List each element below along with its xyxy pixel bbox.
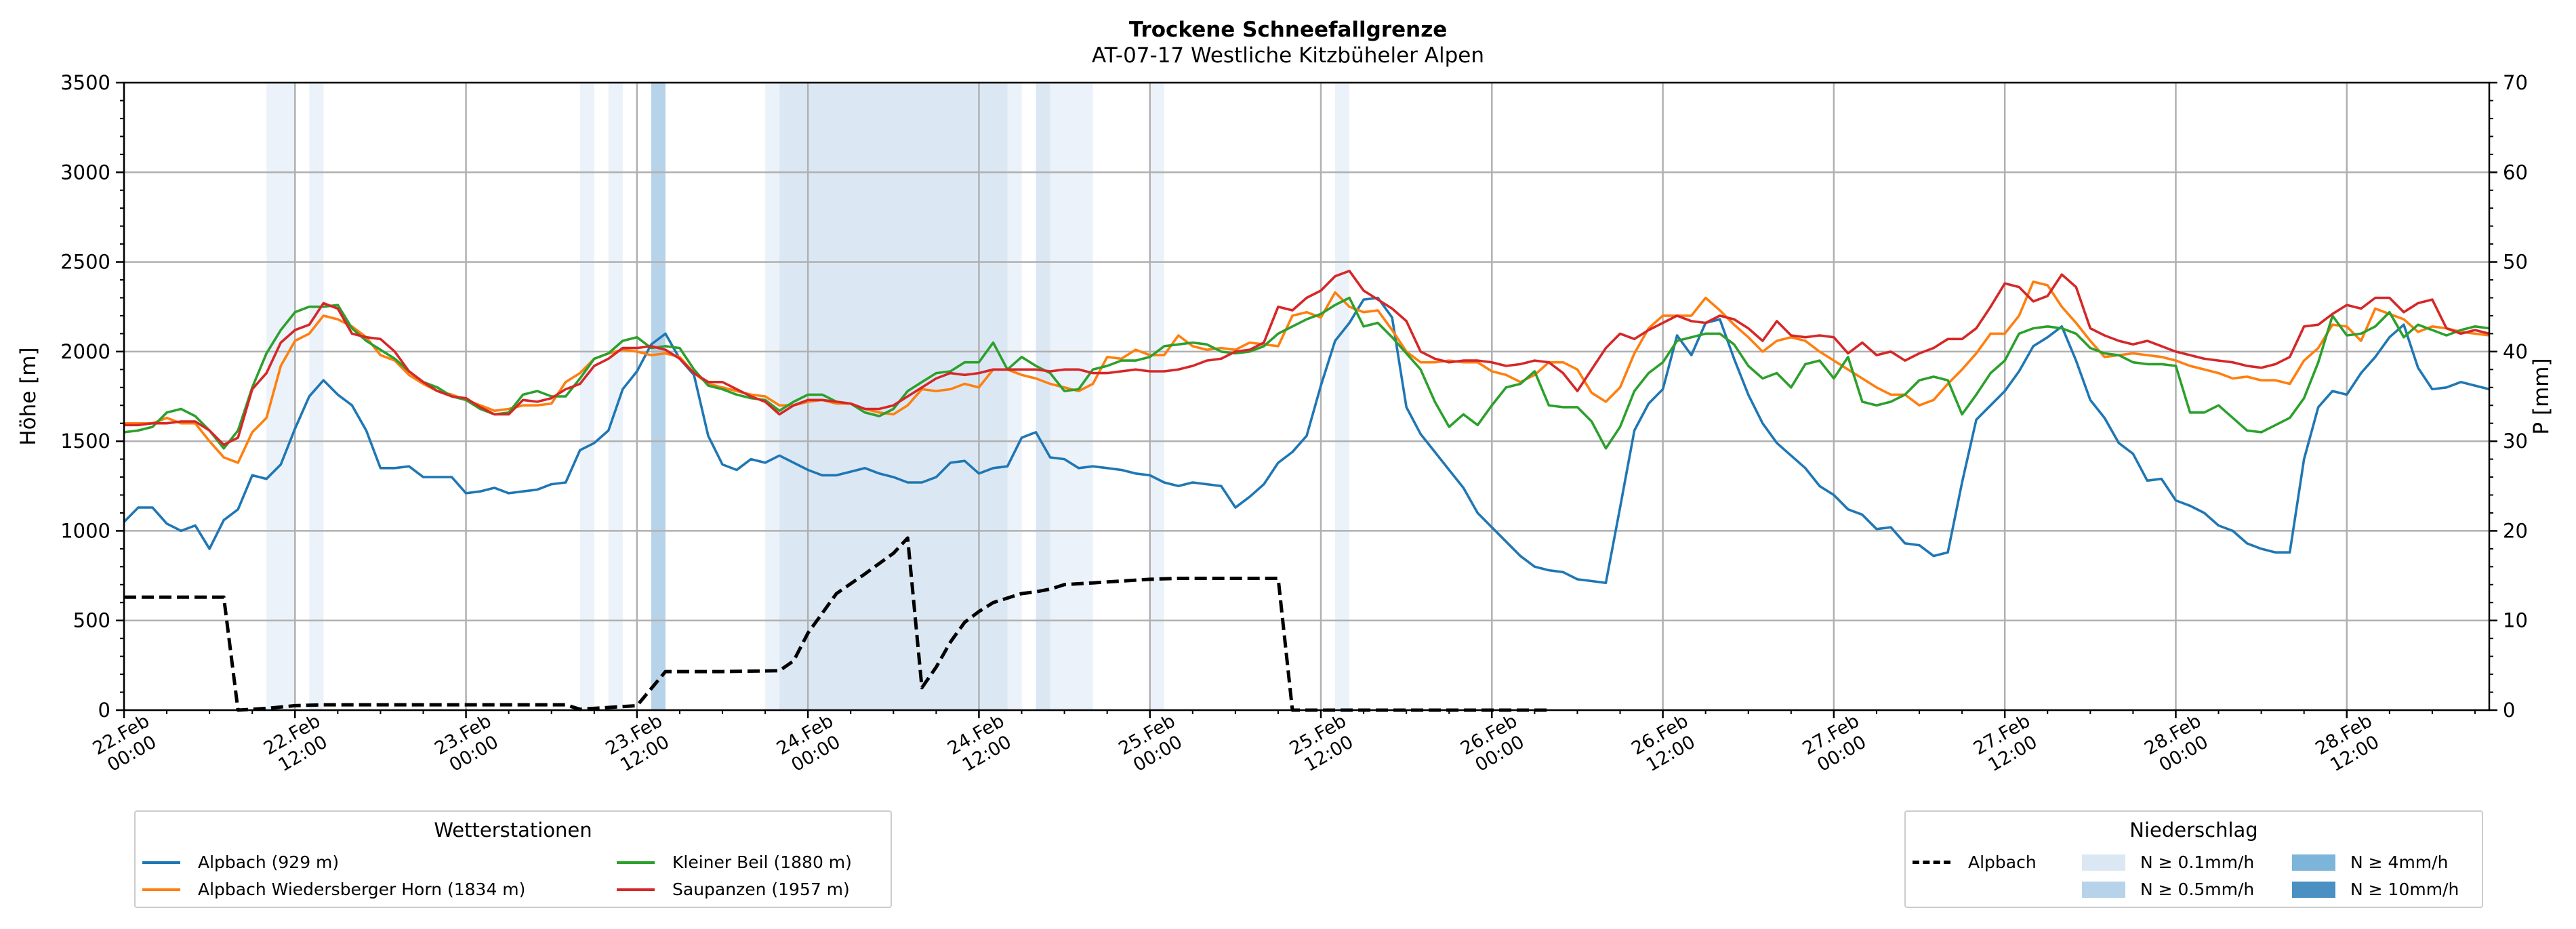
y-tick-label: 0 (98, 699, 110, 722)
legend-item-wiedersberger-horn: Alpbach Wiedersberger Horn (1834 m) (142, 880, 525, 899)
y2-axis-label: P [mm] (2529, 358, 2554, 434)
y2-tick-label: 0 (2503, 699, 2515, 722)
precip-band (1007, 83, 1022, 710)
y-axis-label: Höhe [m] (16, 347, 41, 445)
stations-legend-title: Wetterstationen (434, 819, 592, 842)
legend-box-swatch (2292, 881, 2335, 898)
precip-band (651, 83, 666, 710)
legend-item-saupanzen: Saupanzen (1957 m) (617, 880, 850, 899)
y2-tick-label: 30 (2503, 430, 2528, 453)
precipitation-legend-title: Niederschlag (2129, 819, 2258, 842)
precip-band (579, 83, 594, 710)
legend-label: Saupanzen (1957 m) (672, 880, 850, 899)
legend-item-n05: N ≥ 0.5mm/h (2082, 880, 2254, 899)
legend-label: Kleiner Beil (1880 m) (672, 852, 852, 872)
legend-dash-swatch (1913, 861, 1950, 864)
y-tick-label: 1000 (60, 519, 110, 542)
legend-swatch (617, 888, 655, 891)
legend-swatch (617, 861, 655, 864)
legend-item-alpbach-precip: Alpbach (1913, 852, 2037, 872)
chart-subtitle: AT-07-17 Westliche Kitzbüheler Alpen (1092, 43, 1484, 68)
series-line-2 (123, 296, 2490, 450)
legend-swatch (142, 888, 180, 891)
y-tick-label: 3000 (60, 161, 110, 184)
precip-band (1036, 83, 1050, 710)
legend-box-swatch (2082, 881, 2125, 898)
plot-frame (123, 81, 2491, 711)
legend-label: Alpbach Wiedersberger Horn (1834 m) (198, 880, 526, 899)
precip-band (779, 83, 1008, 710)
stations-legend: Wetterstationen Alpbach (929 m) Alpbach … (134, 810, 892, 908)
y2-tick-label: 50 (2503, 251, 2528, 274)
precip-band (608, 83, 623, 710)
chart-plot: 0 500 1000 1500 2000 2500 3000 3500 0 10 20 30 40 50 6… (16, 71, 2554, 777)
y2-tick-label: 10 (2503, 609, 2528, 632)
precip-band (1050, 83, 1093, 710)
legend-box-swatch (2082, 854, 2125, 871)
legend-label: N ≥ 0.5mm/h (2140, 880, 2255, 899)
legend-item-kleiner-beil: Kleiner Beil (1880 m) (617, 852, 852, 872)
series-line-3 (124, 270, 2490, 447)
legend-label: Alpbach (929 m) (198, 852, 340, 872)
series-line-0 (123, 296, 2490, 584)
series-line-1 (124, 280, 2490, 464)
y-tick-label: 2000 (60, 340, 110, 363)
y2-tick-label: 40 (2503, 340, 2528, 363)
y2-tick-label: 20 (2503, 519, 2528, 542)
legend-label: N ≥ 10mm/h (2350, 880, 2459, 899)
legend-item-alpbach: Alpbach (929 m) (142, 852, 339, 872)
legend-label: Alpbach (1968, 852, 2037, 872)
y-tick-label: 2500 (60, 251, 110, 274)
legend-swatch (142, 861, 180, 864)
legend-box-swatch (2292, 854, 2335, 871)
chart-title: Trockene Schneefallgrenze (1128, 18, 1448, 42)
y2-tick-label: 60 (2503, 161, 2528, 184)
series-line-4 (124, 536, 1549, 712)
legend-label: N ≥ 0.1mm/h (2140, 852, 2255, 872)
legend-item-n4: N ≥ 4mm/h (2292, 852, 2448, 872)
precip-band (1149, 83, 1164, 710)
legend-item-n10: N ≥ 10mm/h (2292, 880, 2459, 899)
precipitation-legend: Niederschlag Alpbach N ≥ 0.1mm/h N ≥ 0.5… (1904, 810, 2483, 908)
precip-band (266, 83, 295, 710)
legend-label: N ≥ 4mm/h (2350, 852, 2449, 872)
precip-band (765, 83, 780, 710)
precip-band (309, 83, 324, 710)
y-tick-label: 500 (73, 609, 110, 632)
y-tick-label: 1500 (60, 430, 110, 453)
y-tick-label: 3500 (60, 71, 110, 94)
legend-item-n01: N ≥ 0.1mm/h (2082, 852, 2254, 872)
precip-band (1335, 83, 1350, 710)
y2-tick-label: 70 (2503, 71, 2528, 94)
